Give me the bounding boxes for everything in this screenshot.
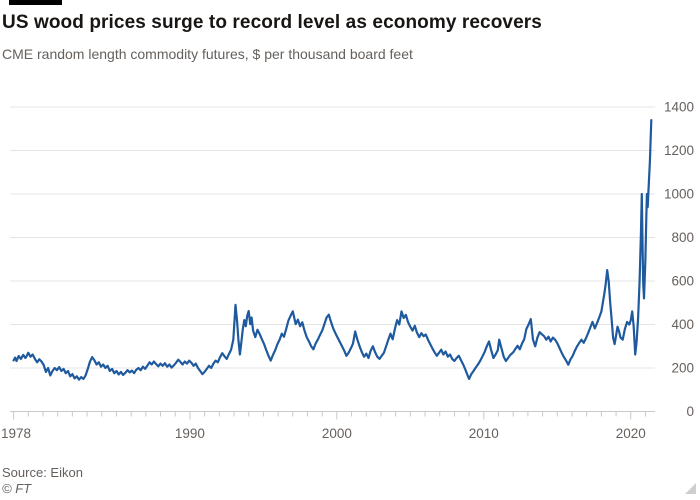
x-axis-label: 2020 <box>616 426 646 441</box>
x-axis-label: 2000 <box>322 426 352 441</box>
source-attribution: Source: Eikon <box>2 465 83 480</box>
y-axis-label: 200 <box>671 361 694 376</box>
x-axis-label: 1990 <box>175 426 205 441</box>
chart-subtitle: CME random length commodity futures, $ p… <box>2 46 413 62</box>
x-axis-label: 1978 <box>1 426 31 441</box>
price-line <box>12 119 653 381</box>
y-axis-label: 1200 <box>664 143 694 158</box>
price-line-chart: 0 200 400 600 800 1000 1200 1400 1978 1990 2000 201… <box>1 100 694 442</box>
y-axis-label: 800 <box>671 230 694 245</box>
chart-title: US wood prices surge to record level as … <box>2 12 542 33</box>
x-axis-label: 2010 <box>469 426 499 441</box>
y-axis-label: 400 <box>671 317 694 332</box>
y-axis-label: 0 <box>686 404 694 419</box>
y-axis-label: 1000 <box>664 187 694 202</box>
y-axis-label: 1400 <box>664 100 694 115</box>
y-axis-label: 600 <box>671 274 694 289</box>
ft-accent-bar <box>9 0 62 5</box>
ft-copyright: © FT <box>2 481 32 496</box>
resize-handle-icon[interactable] <box>685 483 696 494</box>
